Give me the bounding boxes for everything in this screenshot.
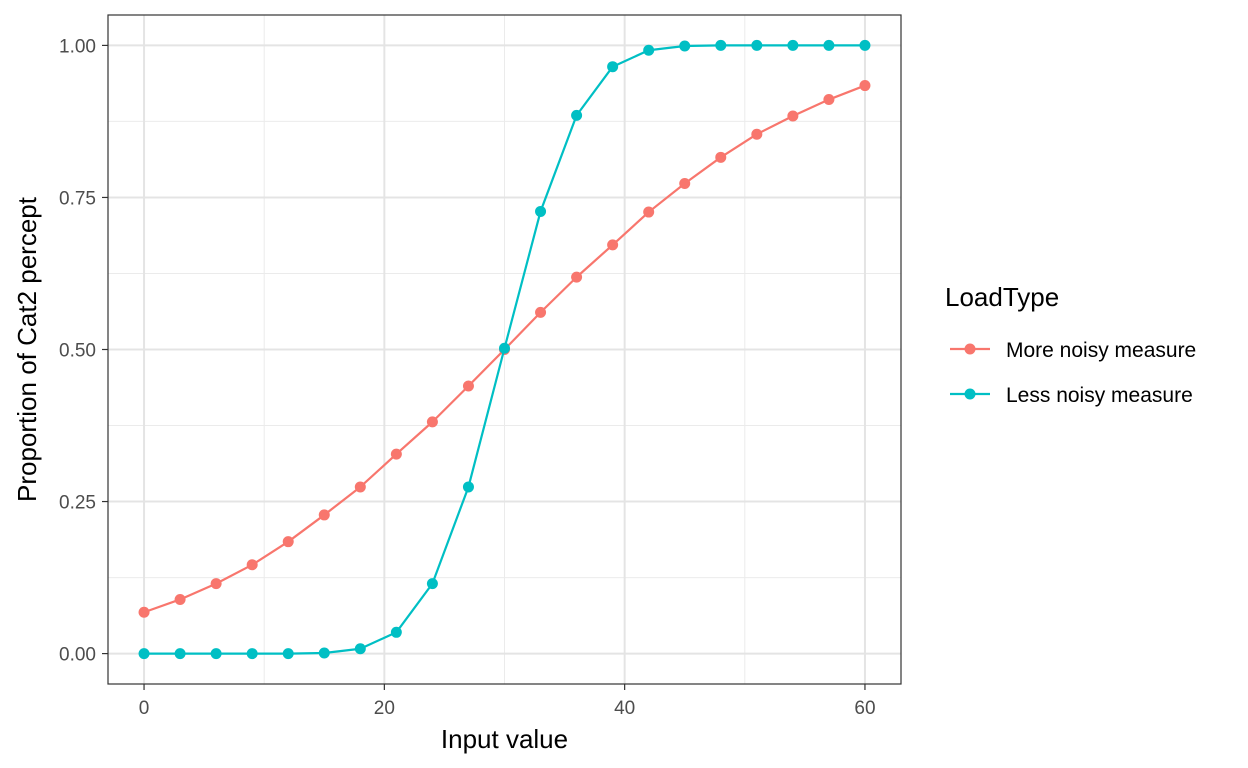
data-point bbox=[462, 380, 474, 392]
data-point bbox=[174, 648, 186, 660]
data-point bbox=[426, 578, 438, 590]
data-point bbox=[138, 606, 150, 618]
legend-label: Less noisy measure bbox=[1006, 384, 1193, 407]
y-axis-title: Proportion of Cat2 percept bbox=[12, 196, 42, 502]
data-point bbox=[787, 39, 799, 51]
data-point bbox=[246, 559, 258, 571]
tick-labels: 0 20 40 60 0.00 0.25 0.50 0.75 1.00 bbox=[59, 36, 876, 719]
data-point bbox=[643, 44, 655, 56]
legend-key-point bbox=[964, 388, 976, 400]
data-point bbox=[535, 205, 547, 217]
legend-item: More noisy measure bbox=[950, 339, 1196, 362]
y-tick-label: 0.50 bbox=[59, 341, 96, 362]
legend-key-point bbox=[964, 343, 976, 355]
x-tick-label: 60 bbox=[854, 698, 875, 719]
data-point bbox=[715, 39, 727, 51]
legend-items: More noisy measure Less noisy measure bbox=[950, 339, 1196, 407]
data-point bbox=[462, 481, 474, 493]
data-point bbox=[679, 177, 691, 189]
data-point bbox=[390, 448, 402, 460]
data-point bbox=[174, 593, 186, 605]
data-point bbox=[318, 647, 330, 659]
data-point bbox=[751, 128, 763, 140]
data-point bbox=[138, 648, 150, 660]
y-tick-label: 1.00 bbox=[59, 36, 96, 57]
legend-item: Less noisy measure bbox=[950, 384, 1193, 407]
data-point bbox=[499, 342, 510, 354]
legend-label: More noisy measure bbox=[1006, 339, 1196, 362]
data-point bbox=[751, 39, 763, 51]
data-point bbox=[715, 151, 727, 163]
data-point bbox=[571, 109, 583, 121]
axis-ticks bbox=[102, 44, 866, 690]
data-point bbox=[607, 239, 619, 251]
data-point bbox=[823, 39, 835, 51]
y-tick-label: 0.25 bbox=[59, 493, 96, 514]
data-point bbox=[679, 40, 691, 52]
data-point bbox=[859, 39, 871, 51]
legend-title: LoadType bbox=[945, 282, 1059, 312]
legend: LoadType More noisy measure Less noisy me… bbox=[945, 282, 1196, 407]
y-tick-label: 0.00 bbox=[59, 645, 96, 666]
data-point bbox=[282, 536, 294, 548]
data-point bbox=[571, 271, 583, 283]
data-point bbox=[823, 94, 835, 106]
data-point bbox=[354, 643, 366, 655]
data-point bbox=[535, 306, 547, 318]
x-axis-title: Input value bbox=[441, 724, 568, 754]
data-point bbox=[426, 416, 438, 428]
data-point bbox=[390, 626, 402, 638]
data-point bbox=[787, 110, 799, 122]
y-tick-label: 0.75 bbox=[59, 188, 96, 209]
data-point bbox=[282, 648, 294, 660]
series-2 bbox=[138, 39, 871, 660]
x-tick-label: 0 bbox=[139, 698, 150, 719]
data-point bbox=[859, 80, 871, 92]
data-point bbox=[210, 648, 222, 660]
data-point bbox=[354, 481, 366, 493]
data-point bbox=[246, 648, 258, 660]
x-tick-label: 20 bbox=[374, 698, 395, 719]
data-point bbox=[210, 578, 222, 590]
series-layer bbox=[138, 39, 871, 660]
x-tick-label: 40 bbox=[614, 698, 635, 719]
data-point bbox=[643, 206, 655, 218]
data-point bbox=[318, 509, 330, 521]
data-point bbox=[607, 61, 619, 73]
